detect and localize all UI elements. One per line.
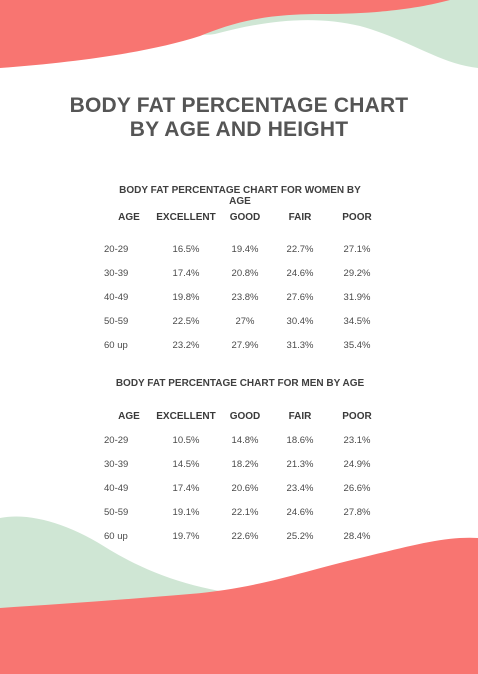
good-cell: 22.6% [231, 530, 259, 542]
spacer-row [104, 229, 386, 237]
poor-cell: 29.2% [343, 267, 371, 279]
poor-cell: 27.1% [343, 243, 371, 255]
good-cell: 23.8% [231, 291, 259, 303]
page-title-line1: BODY FAT PERCENTAGE CHART [69, 94, 409, 117]
table-row: 40-49 19.8% 23.8% 27.6% 31.9% [104, 285, 386, 309]
poor-cell: 31.9% [343, 291, 371, 303]
poor-cell: 34.5% [343, 315, 371, 327]
excellent-cell: 22.5% [172, 315, 200, 327]
men-header-row: AGE EXCELLENT GOOD FAIR POOR [104, 404, 386, 428]
excellent-cell: 19.7% [172, 530, 200, 542]
bottom-wave-decoration [0, 516, 478, 674]
age-cell: 30-39 [104, 267, 129, 279]
poor-cell: 27.8% [343, 506, 371, 518]
fair-cell: 23.4% [286, 482, 314, 494]
excellent-cell: 17.4% [172, 482, 200, 494]
age-cell: 60 up [104, 339, 128, 351]
excellent-cell: 16.5% [172, 243, 200, 255]
header-age: AGE [118, 410, 140, 422]
excellent-cell: 10.5% [172, 434, 200, 446]
header-poor: POOR [342, 410, 372, 422]
excellent-cell: 19.1% [172, 506, 200, 518]
men-section-title: BODY FAT PERCENTAGE CHART FOR MEN BY AGE [115, 378, 365, 389]
bottom-coral-wave [0, 537, 478, 674]
fair-cell: 24.6% [286, 506, 314, 518]
good-cell: 14.8% [231, 434, 259, 446]
age-cell: 40-49 [104, 291, 129, 303]
table-row: 30-39 14.5% 18.2% 21.3% 24.9% [104, 452, 386, 476]
excellent-cell: 23.2% [172, 339, 200, 351]
header-excellent: EXCELLENT [156, 211, 216, 223]
age-cell: 60 up [104, 530, 128, 542]
header-fair: FAIR [288, 211, 312, 223]
good-cell: 19.4% [231, 243, 259, 255]
poor-cell: 26.6% [343, 482, 371, 494]
table-row: 60 up 19.7% 22.6% 25.2% 28.4% [104, 524, 386, 548]
good-cell: 20.8% [231, 267, 259, 279]
excellent-cell: 19.8% [172, 291, 200, 303]
good-cell: 27% [235, 315, 255, 327]
men-table: AGE EXCELLENT GOOD FAIR POOR 20-29 10.5%… [104, 404, 386, 548]
table-row: 60 up 23.2% 27.9% 31.3% 35.4% [104, 333, 386, 357]
poor-cell: 35.4% [343, 339, 371, 351]
top-wave-decoration [0, 0, 478, 68]
good-cell: 20.6% [231, 482, 259, 494]
page-title: BODY FAT PERCENTAGE CHART BY AGE AND HEI… [40, 94, 438, 142]
good-cell: 22.1% [231, 506, 259, 518]
fair-cell: 18.6% [286, 434, 314, 446]
age-cell: 20-29 [104, 243, 129, 255]
fair-cell: 25.2% [286, 530, 314, 542]
table-row: 50-59 22.5% 27% 30.4% 34.5% [104, 309, 386, 333]
women-header-row: AGE EXCELLENT GOOD FAIR POOR [104, 205, 386, 229]
fair-cell: 30.4% [286, 315, 314, 327]
age-cell: 20-29 [104, 434, 129, 446]
table-row: 50-59 19.1% 22.1% 24.6% 27.8% [104, 500, 386, 524]
table-row: 30-39 17.4% 20.8% 24.6% 29.2% [104, 261, 386, 285]
header-good: GOOD [229, 211, 261, 223]
table-row: 40-49 17.4% 20.6% 23.4% 26.6% [104, 476, 386, 500]
good-cell: 27.9% [231, 339, 259, 351]
top-coral-wave [0, 0, 450, 68]
age-cell: 40-49 [104, 482, 129, 494]
poor-cell: 24.9% [343, 458, 371, 470]
header-age: AGE [118, 211, 140, 223]
header-poor: POOR [342, 211, 372, 223]
good-cell: 18.2% [231, 458, 259, 470]
fair-cell: 22.7% [286, 243, 314, 255]
poor-cell: 23.1% [343, 434, 371, 446]
page-title-line2: BY AGE AND HEIGHT [129, 118, 349, 141]
fair-cell: 24.6% [286, 267, 314, 279]
age-cell: 50-59 [104, 315, 129, 327]
women-table: AGE EXCELLENT GOOD FAIR POOR 20-29 16.5%… [104, 205, 386, 357]
poor-cell: 28.4% [343, 530, 371, 542]
header-good: GOOD [229, 410, 261, 422]
header-fair: FAIR [288, 410, 312, 422]
women-section-title: BODY FAT PERCENTAGE CHART FOR WOMEN BY A… [119, 185, 361, 207]
header-excellent: EXCELLENT [156, 410, 216, 422]
fair-cell: 27.6% [286, 291, 314, 303]
age-cell: 50-59 [104, 506, 129, 518]
excellent-cell: 17.4% [172, 267, 200, 279]
fair-cell: 31.3% [286, 339, 314, 351]
age-cell: 30-39 [104, 458, 129, 470]
fair-cell: 21.3% [286, 458, 314, 470]
table-row: 20-29 16.5% 19.4% 22.7% 27.1% [104, 237, 386, 261]
excellent-cell: 14.5% [172, 458, 200, 470]
table-row: 20-29 10.5% 14.8% 18.6% 23.1% [104, 428, 386, 452]
